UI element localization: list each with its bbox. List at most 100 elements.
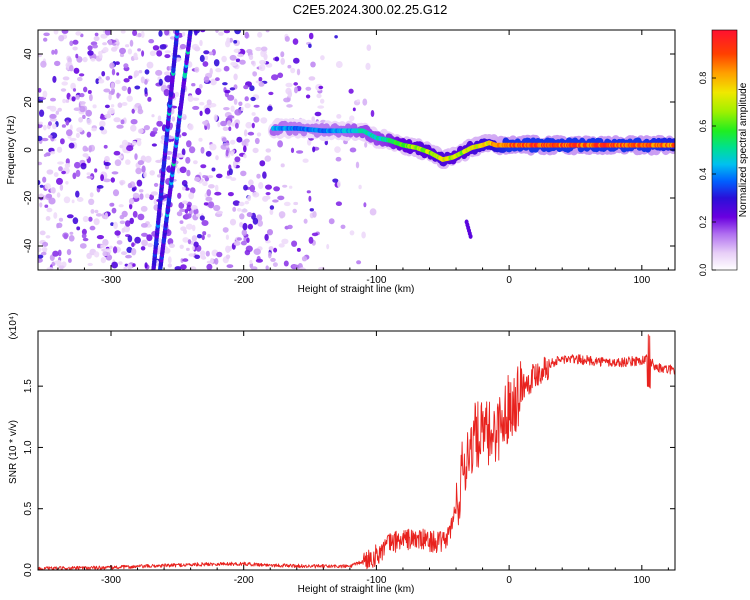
spectrogram-noise-blob xyxy=(337,180,341,188)
spectrogram-noise-blob xyxy=(264,195,271,200)
spectrogram-noise-blob xyxy=(206,99,212,106)
spectrogram-noise-blob xyxy=(311,232,319,237)
spectrogram-noise-blob xyxy=(225,234,229,240)
spectrogram-noise-blob xyxy=(44,183,51,190)
spectrogram-noise-blob xyxy=(38,53,43,58)
spectrogram-noise-blob xyxy=(152,127,158,132)
spectrogram-noise-blob xyxy=(95,213,103,217)
spectrogram-noise-blob xyxy=(253,116,260,123)
spectrogram-noise-blob xyxy=(186,140,192,148)
spectrogram-noise-blob xyxy=(117,102,123,108)
spectrogram-noise-blob xyxy=(146,61,154,69)
spectrogram-noise-blob xyxy=(86,172,91,176)
spectrogram-noise-blob xyxy=(236,237,242,241)
spectrogram-noise-blob xyxy=(39,109,45,117)
spectrogram-noise-blob xyxy=(75,53,79,59)
x-tick-label: -300 xyxy=(101,275,121,286)
spectrogram-noise-blob xyxy=(104,30,111,36)
spectrogram-noise-blob xyxy=(68,258,72,263)
spectrogram-noise-blob xyxy=(230,177,237,182)
spectrogram-noise-blob xyxy=(251,60,255,65)
spectrogram-noise-blob xyxy=(174,91,180,98)
spectrogram-noise-blob xyxy=(190,205,198,210)
spectrogram-noise-blob xyxy=(296,150,304,154)
spectrogram-noise-blob xyxy=(263,53,268,61)
spectrogram-noise-blob xyxy=(243,236,247,243)
y-tick-label: 40 xyxy=(23,48,34,60)
spectrogram-noise-blob xyxy=(59,184,64,191)
spectrogram-noise-blob xyxy=(65,158,70,165)
spectrogram-noise-blob xyxy=(259,160,266,167)
spectrogram-noise-blob xyxy=(58,166,63,172)
spectrogram-noise-blob xyxy=(45,235,51,239)
spectrogram-noise-blob xyxy=(230,122,237,127)
spectrogram-noise-blob xyxy=(308,236,314,244)
spectrogram-noise-blob xyxy=(87,50,94,56)
spectrogram-noise-blob xyxy=(104,104,110,109)
spectrogram-noise-blob xyxy=(50,151,56,155)
spectrogram-noise-blob xyxy=(370,110,375,117)
colorbar-gradient xyxy=(711,29,738,271)
spectrogram-noise-blob xyxy=(168,243,175,248)
spectrogram-noise-blob xyxy=(271,74,279,81)
spectrogram-noise-blob xyxy=(257,219,263,227)
spectrogram-noise-blob xyxy=(267,229,273,236)
spectrogram-noise-blob xyxy=(253,248,261,255)
spectrogram-noise-blob xyxy=(99,126,105,131)
colorbar-tick-label: 0.0 xyxy=(698,264,708,277)
spectrogram-noise-blob xyxy=(209,143,217,151)
spectrogram-noise-blob xyxy=(144,262,148,269)
spectrogram-noise-blob xyxy=(132,30,138,36)
spectrogram-noise-blob xyxy=(352,107,356,112)
spectrogram-noise-blob xyxy=(72,217,79,225)
spectrogram-noise-blob xyxy=(50,97,56,102)
spectrogram-noise-blob xyxy=(311,116,316,123)
spectrogram-noise-blob xyxy=(366,44,372,51)
spectrogram-noise-blob xyxy=(144,87,148,95)
spectrogram-noise-blob xyxy=(362,98,368,106)
spectrogram-noise-blob xyxy=(240,240,247,246)
spectrogram-noise-blob xyxy=(198,137,203,142)
spectrogram-noise-blob xyxy=(264,155,272,162)
spectrogram-noise-blob xyxy=(120,119,125,125)
spectrogram-noise-blob xyxy=(119,53,125,58)
spectrogram-noise-blob xyxy=(280,57,286,65)
spectrogram-noise-blob xyxy=(269,209,274,216)
spectrogram-noise-blob xyxy=(121,139,129,147)
x-tick-label: 0 xyxy=(506,575,512,586)
spectrogram-noise-blob xyxy=(269,205,275,210)
spectrogram-noise-blob xyxy=(191,83,196,87)
spectrogram-noise-blob xyxy=(58,265,65,269)
snr-background xyxy=(38,331,675,570)
spectrogram-noise-blob xyxy=(75,94,80,100)
spectrogram-noise-blob xyxy=(149,194,154,201)
spectrogram-noise-blob xyxy=(292,264,300,269)
spectrogram-noise-blob xyxy=(221,55,227,63)
spectrogram-noise-blob xyxy=(79,101,86,105)
spectrogram-noise-blob xyxy=(69,124,73,131)
spectrogram-noise-blob xyxy=(63,196,71,204)
spectrogram-noise-blob xyxy=(79,105,86,113)
spectrogram-noise-blob xyxy=(216,210,224,215)
spectrogram-noise-blob xyxy=(134,153,138,161)
spectrogram-noise-blob xyxy=(46,267,54,270)
spectrogram-noise-blob xyxy=(61,170,66,175)
spectrogram-noise-blob xyxy=(186,247,190,251)
spectrogram-noise-blob xyxy=(234,109,242,116)
spectrogram-noise-blob xyxy=(215,77,220,82)
spectrogram-noise-blob xyxy=(109,202,115,207)
spectrogram-noise-blob xyxy=(62,98,66,104)
spectrogram-noise-blob xyxy=(361,231,366,239)
spectrogram-noise-blob xyxy=(273,186,280,192)
spectrogram-noise-blob xyxy=(200,146,205,154)
spectrogram-noise-blob xyxy=(194,254,201,259)
spectrogram-noise-blob xyxy=(98,78,105,84)
spectrogram-noise-blob xyxy=(260,46,268,52)
spectrogram-noise-blob xyxy=(312,146,316,153)
spectrogram-noise-blob xyxy=(336,114,342,119)
spectrogram-noise-blob xyxy=(70,82,76,90)
spectrogram-noise-blob xyxy=(305,86,312,91)
spectrogram-noise-blob xyxy=(111,68,116,76)
spectrogram-noise-blob xyxy=(164,50,171,54)
